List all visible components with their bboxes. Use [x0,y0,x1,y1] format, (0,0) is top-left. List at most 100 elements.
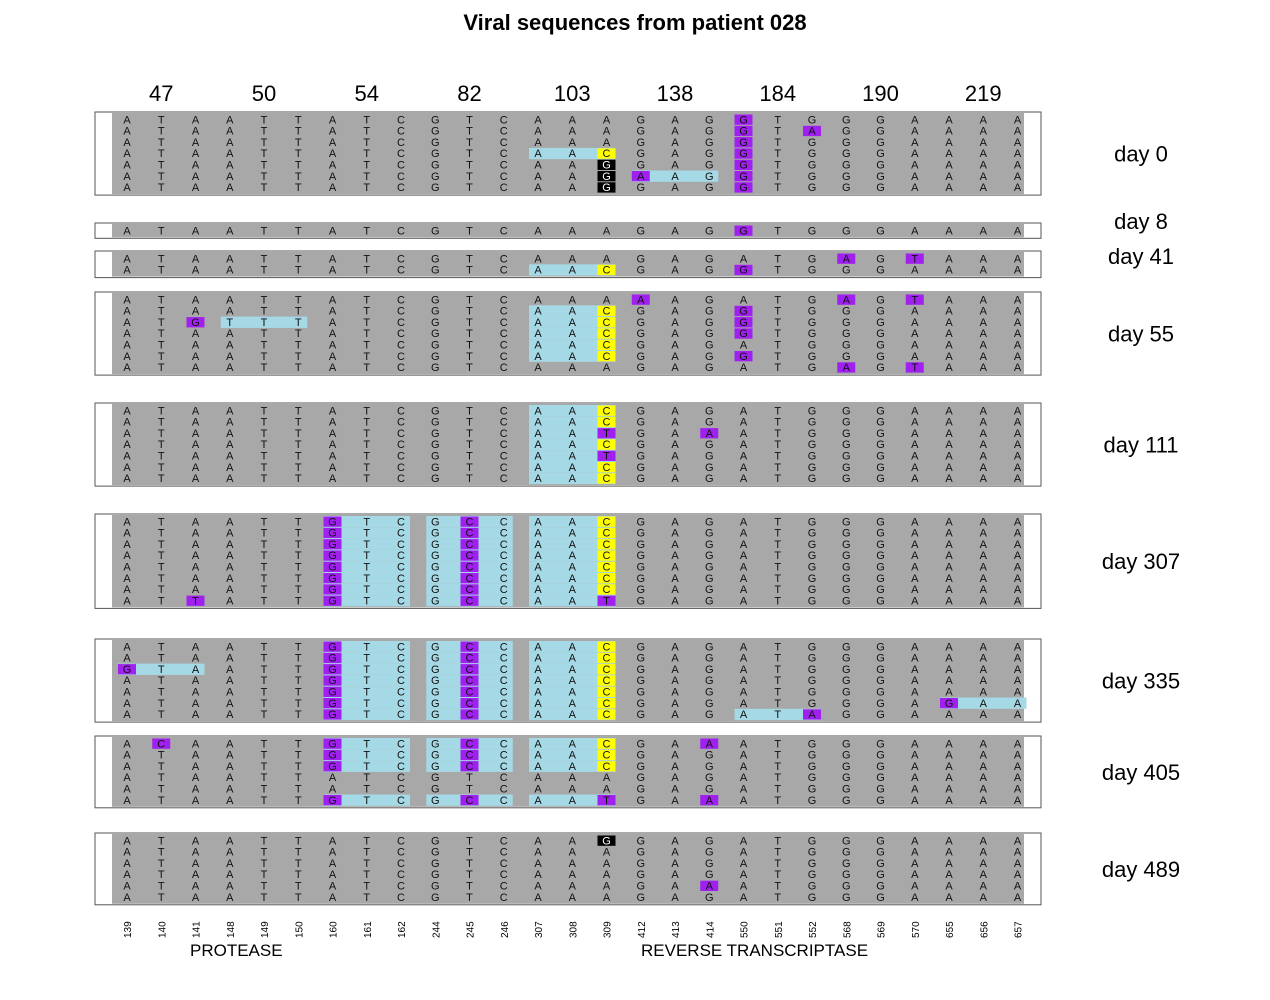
base-letter: C [466,698,474,710]
base-highlight [597,652,616,664]
base-letter: A [980,738,988,750]
base-letter: A [911,182,919,194]
base-letter: A [569,847,577,859]
base-letter: T [261,664,268,676]
base-letter: A [980,340,988,352]
base-letter: A [329,772,337,784]
base-letter: C [500,738,508,750]
base-letter: T [158,516,165,528]
base-letter: T [774,750,781,762]
base-letter: T [363,428,370,440]
base-letter: A [569,114,577,126]
base-letter: G [636,881,645,893]
base-letter: A [329,881,337,893]
base-letter: A [192,761,200,773]
base-letter: A [569,340,577,352]
base-letter: G [705,550,714,562]
base-letter: T [158,584,165,596]
base-letter: G [431,182,440,194]
base-letter: A [534,405,542,417]
base-letter: A [123,738,131,750]
base-letter: T [363,182,370,194]
base-letter: T [295,351,302,363]
base-letter: A [980,265,988,277]
base-letter: G [808,750,817,762]
base-letter: G [705,653,714,665]
group-background [112,834,1024,904]
base-letter: G [636,253,645,265]
base-letter: T [774,738,781,750]
base-letter: T [774,539,781,551]
base-highlight [905,253,924,264]
base-letter: A [226,698,234,710]
base-letter: A [945,225,953,237]
base-letter: A [226,516,234,528]
base-letter: A [192,687,200,699]
base-letter: A [1014,750,1022,762]
base-letter: G [602,182,611,194]
base-letter: G [636,869,645,881]
base-letter: C [500,795,508,807]
base-letter: A [671,417,679,429]
base-highlight [323,761,342,772]
base-letter: G [431,687,440,699]
base-letter: G [705,317,714,329]
base-letter: T [363,528,370,540]
base-letter: A [1014,451,1022,463]
base-letter: A [123,362,131,374]
base-letter: A [123,451,131,463]
base-highlight [597,516,616,527]
codon-highlight [529,652,616,664]
base-letter: A [740,847,748,859]
base-letter: A [740,362,748,374]
base-letter: G [876,317,885,329]
base-letter: G [876,698,885,710]
base-letter: A [945,160,953,172]
base-letter: A [740,653,748,665]
base-letter: G [876,428,885,440]
base-letter: A [192,340,200,352]
base-letter: T [363,750,370,762]
base-letter: G [636,182,645,194]
base-letter: G [842,653,851,665]
base-letter: A [569,417,577,429]
base-letter: A [911,340,919,352]
base-letter: A [980,137,988,149]
base-letter: T [261,253,268,265]
codon-label: 50 [252,81,276,106]
base-letter: G [876,340,885,352]
base-letter: A [911,869,919,881]
base-letter: A [1014,171,1022,183]
base-letter: G [431,869,440,881]
codon-highlight [529,697,616,709]
base-letter: A [980,439,988,451]
base-letter: T [295,772,302,784]
codon-highlight [529,686,616,698]
base-letter: A [637,294,645,306]
base-letter: T [261,550,268,562]
base-letter: A [808,709,816,721]
base-letter: C [500,528,508,540]
base-letter: T [295,858,302,870]
base-letter: A [534,265,542,277]
base-letter: A [945,473,953,485]
base-letter: G [328,795,337,807]
base-letter: A [603,881,611,893]
base-letter: G [808,881,817,893]
base-letter: G [842,160,851,172]
base-letter: G [328,675,337,687]
position-label: 657 [1014,921,1025,938]
base-letter: T [158,858,165,870]
base-letter: T [363,405,370,417]
base-letter: G [431,641,440,653]
base-letter: T [158,306,165,318]
base-letter: G [842,340,851,352]
base-letter: A [226,573,234,585]
base-letter: A [1014,687,1022,699]
base-letter: A [740,709,748,721]
base-letter: G [705,750,714,762]
base-letter: A [980,550,988,562]
base-letter: G [705,595,714,607]
base-highlight [803,125,821,137]
base-letter: G [431,595,440,607]
